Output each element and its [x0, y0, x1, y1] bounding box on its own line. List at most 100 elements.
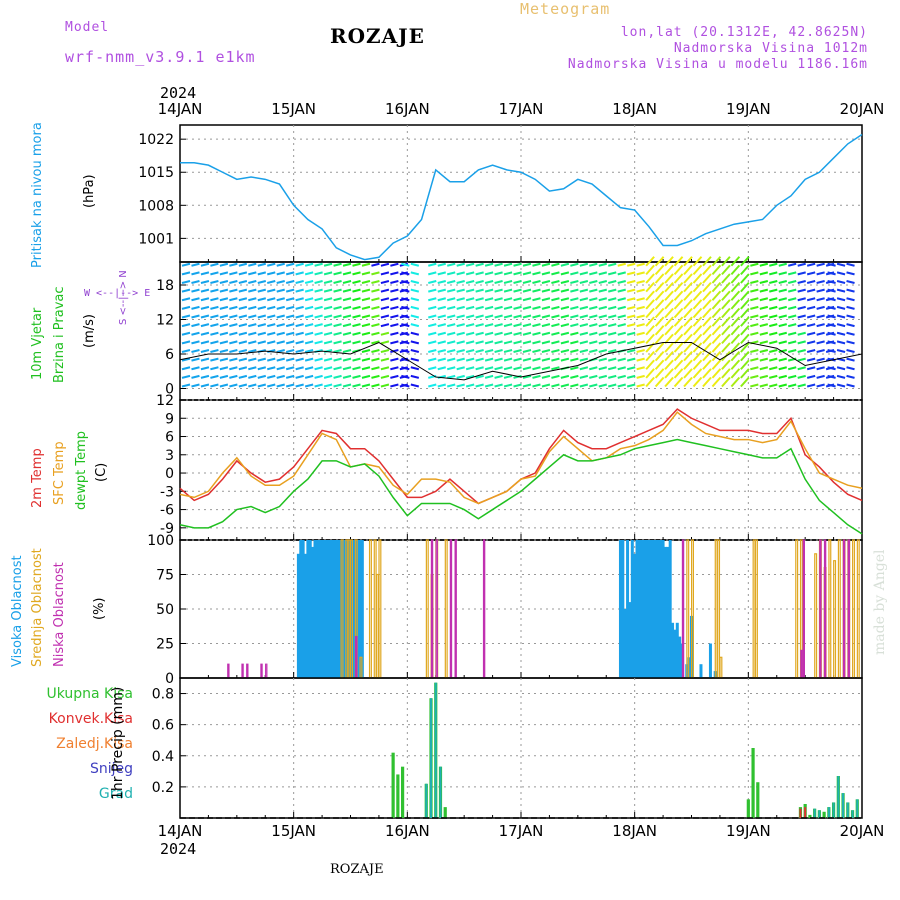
y-tick-label: 12: [156, 313, 174, 329]
cloud-bar: [717, 539, 721, 679]
wind-barb: [836, 383, 846, 388]
wind-barb: [475, 357, 484, 362]
wind-barb: [238, 340, 248, 345]
wind-barb: [428, 262, 437, 267]
wind-barb: [836, 374, 846, 379]
wind-barb: [210, 366, 219, 371]
wind-barb: [797, 297, 806, 302]
wind-barb: [390, 314, 399, 319]
wind-barb: [692, 350, 703, 362]
wind-barb: [200, 340, 210, 345]
wind-barb: [238, 288, 248, 293]
wind-barb: [816, 314, 825, 319]
wind-barb: [797, 288, 806, 293]
wind-barb: [740, 333, 750, 345]
wind-barb: [210, 383, 219, 388]
wind-barb: [836, 297, 846, 302]
panel-frame: [179, 124, 863, 263]
cloud-bar: [618, 540, 622, 678]
wind-barb: [257, 366, 267, 371]
wind-barb: [513, 305, 522, 310]
cloud-bar: [623, 609, 627, 678]
cloud-bar: [358, 540, 362, 678]
wind-barb: [673, 359, 684, 370]
wind-barb: [456, 262, 465, 267]
wind-barb: [210, 323, 219, 328]
wind-barb: [598, 383, 608, 388]
wind-barb: [285, 349, 295, 353]
cloud-bar: [719, 656, 723, 679]
wind-barb: [532, 374, 541, 379]
wind-barb: [352, 288, 361, 293]
wind-barb: [787, 366, 797, 371]
cloud-bar: [800, 649, 803, 679]
wind-barb: [750, 383, 759, 388]
wind-barb: [721, 256, 731, 267]
wind-barb: [267, 297, 276, 302]
wind-barb: [702, 307, 712, 319]
wind-barb: [560, 297, 570, 302]
wind-barb: [304, 271, 314, 276]
wind-barb: [551, 271, 560, 276]
wind-barb: [295, 280, 304, 284]
date-tick-label: 20JAN: [840, 822, 885, 840]
wind-barb: [257, 288, 267, 293]
wind-speed-line: [179, 341, 863, 381]
wind-barb: [617, 357, 626, 362]
wind-barb: [484, 357, 494, 362]
wind-barb: [551, 331, 560, 336]
wind-barb: [702, 273, 712, 284]
wind-barb: [513, 349, 522, 353]
wind-barb: [352, 297, 361, 302]
wind-barb: [446, 271, 456, 276]
wind-barb: [361, 340, 371, 345]
wind-barb: [532, 305, 541, 310]
wind-barb: [551, 297, 560, 302]
wind-barb: [484, 288, 494, 293]
wind-barb: [730, 316, 741, 327]
wind-barb: [673, 264, 684, 276]
cloud-bar: [449, 539, 453, 679]
wind-barb: [229, 383, 238, 388]
wind-barb: [494, 357, 503, 362]
legend-total: Ukupna Kisa: [46, 686, 133, 702]
wind-barb: [200, 374, 210, 379]
wind-barb: [816, 288, 825, 293]
wind-barb: [238, 305, 248, 310]
wind-barb: [410, 271, 420, 276]
panel-frame: [179, 399, 863, 541]
y-tick-label: 12: [156, 393, 174, 409]
wind-barb: [769, 331, 778, 336]
wind-barb: [323, 331, 333, 336]
wind-barb: [191, 331, 200, 336]
wind-barb: [304, 374, 314, 379]
precip-bar: [443, 807, 447, 818]
wind-barb: [598, 366, 608, 371]
cloud-bar: [708, 643, 712, 678]
wind-barb: [181, 297, 191, 302]
wind-barb: [257, 314, 267, 319]
wind-barb: [267, 305, 276, 310]
wind-barb: [446, 323, 456, 328]
cloud-bar: [837, 539, 841, 679]
wind-barb: [560, 271, 570, 276]
wind-barb: [238, 297, 248, 302]
wind-barb: [456, 340, 465, 345]
wind-barb: [579, 366, 589, 371]
wind-barb: [759, 374, 769, 379]
wind-barb: [673, 290, 684, 301]
wind-barb: [475, 271, 484, 276]
wind-barb: [191, 288, 200, 293]
wind-barb: [551, 357, 560, 362]
wind-barb: [465, 262, 475, 267]
wind-barb: [570, 288, 579, 293]
cloud-bar: [640, 540, 644, 678]
wind-barb: [654, 368, 665, 379]
wind-barb: [797, 262, 806, 267]
wind-barb: [380, 280, 390, 284]
wind-barb: [683, 273, 693, 284]
wind-barb: [191, 323, 200, 328]
wind-barb: [304, 262, 314, 267]
wind-barb: [181, 262, 191, 267]
y-tick-label: -9: [160, 521, 174, 537]
